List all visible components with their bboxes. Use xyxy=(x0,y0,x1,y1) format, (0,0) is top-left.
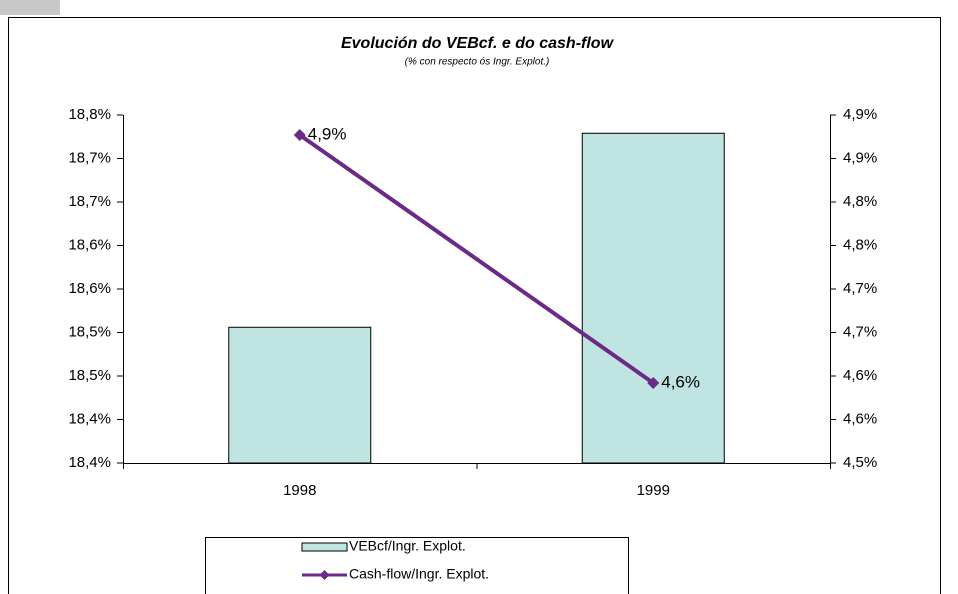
y2-tick-label: 4,8% xyxy=(843,236,877,253)
line xyxy=(298,133,655,385)
y-tick-label: 18,5% xyxy=(68,323,111,340)
legend-swatch xyxy=(319,570,330,580)
chart-subtitle: (% con respecto ós Ingr. Explot.) xyxy=(405,57,550,68)
y-tick-label: 18,4% xyxy=(68,410,111,427)
y2-tick-label: 4,7% xyxy=(843,323,877,340)
corner-tab xyxy=(0,0,60,15)
y2-tick-label: 4,7% xyxy=(843,280,877,297)
bar xyxy=(581,132,725,464)
legend xyxy=(205,537,629,594)
y-tick-label: 18,6% xyxy=(68,280,111,297)
marker xyxy=(647,376,660,389)
y2-tick-label: 4,5% xyxy=(843,454,877,471)
legend-label: VEBcf/Ingr. Explot. xyxy=(349,538,466,554)
x-tick-label: 1998 xyxy=(283,482,316,499)
x-tick-label: 1999 xyxy=(637,482,670,499)
legend-label: Cash-flow/Ingr. Explot. xyxy=(349,566,489,582)
chart-title: Evolución do VEBcf. e do cash-flow xyxy=(341,35,615,52)
y2-tick-label: 4,6% xyxy=(843,410,877,427)
y2-tick-label: 4,6% xyxy=(843,367,877,384)
y-tick-label: 18,8% xyxy=(68,106,111,123)
y-tick-label: 18,4% xyxy=(68,454,111,471)
y2-tick-label: 4,9% xyxy=(843,149,877,166)
bar xyxy=(228,326,372,464)
data-label: 4,9% xyxy=(308,124,347,143)
y-tick-label: 18,7% xyxy=(68,193,111,210)
data-label: 4,6% xyxy=(661,372,700,391)
y2-tick-label: 4,8% xyxy=(843,193,877,210)
chart-border xyxy=(8,17,941,594)
y-tick-label: 18,5% xyxy=(68,367,111,384)
y-tick-label: 18,6% xyxy=(68,236,111,253)
marker xyxy=(293,129,306,142)
y2-tick-label: 4,9% xyxy=(843,106,877,123)
y-tick-label: 18,7% xyxy=(68,149,111,166)
legend-swatch xyxy=(301,542,348,552)
